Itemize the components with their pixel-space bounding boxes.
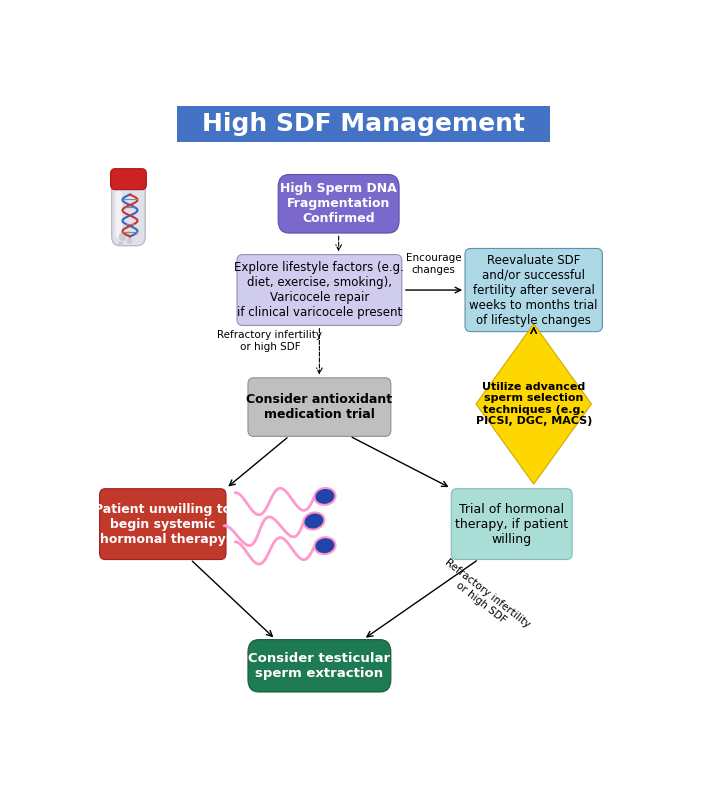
- FancyBboxPatch shape: [111, 169, 146, 190]
- FancyBboxPatch shape: [99, 489, 226, 559]
- Circle shape: [126, 231, 130, 236]
- Text: High SDF Management: High SDF Management: [202, 112, 525, 136]
- Circle shape: [118, 242, 123, 246]
- Ellipse shape: [303, 513, 325, 530]
- FancyBboxPatch shape: [237, 254, 402, 326]
- Text: Consider antioxidant
medication trial: Consider antioxidant medication trial: [246, 393, 393, 421]
- Text: Trial of hormonal
therapy, if patient
willing: Trial of hormonal therapy, if patient wi…: [455, 502, 569, 546]
- FancyBboxPatch shape: [465, 249, 603, 332]
- Text: Consider testicular
sperm extraction: Consider testicular sperm extraction: [248, 652, 391, 680]
- FancyBboxPatch shape: [248, 640, 391, 692]
- Circle shape: [127, 238, 133, 244]
- Circle shape: [119, 232, 126, 241]
- FancyBboxPatch shape: [248, 378, 391, 436]
- Text: High Sperm DNA
Fragmentation
Confirmed: High Sperm DNA Fragmentation Confirmed: [280, 182, 397, 226]
- Text: Encourage
changes: Encourage changes: [406, 253, 462, 274]
- Text: Patient unwilling to
begin systemic
hormonal therapy: Patient unwilling to begin systemic horm…: [94, 502, 231, 546]
- Text: Explore lifestyle factors (e.g.
diet, exercise, smoking),
Varicocele repair
if c: Explore lifestyle factors (e.g. diet, ex…: [235, 261, 404, 319]
- FancyBboxPatch shape: [278, 174, 399, 233]
- FancyBboxPatch shape: [451, 489, 572, 559]
- Text: Utilize advanced
sperm selection
techniques (e.g.
PICSI, DGC, MACS): Utilize advanced sperm selection techniq…: [476, 382, 592, 426]
- Text: Reevaluate SDF
and/or successful
fertility after several
weeks to months trial
o: Reevaluate SDF and/or successful fertili…: [469, 254, 598, 326]
- Text: Refractory infertility
or high SDF: Refractory infertility or high SDF: [218, 330, 323, 352]
- FancyBboxPatch shape: [116, 191, 122, 238]
- Ellipse shape: [314, 537, 335, 554]
- Ellipse shape: [314, 488, 335, 505]
- FancyBboxPatch shape: [112, 171, 145, 246]
- FancyBboxPatch shape: [177, 106, 550, 142]
- Polygon shape: [476, 324, 591, 484]
- Text: Refractory infertility
or high SDF: Refractory infertility or high SDF: [436, 558, 532, 639]
